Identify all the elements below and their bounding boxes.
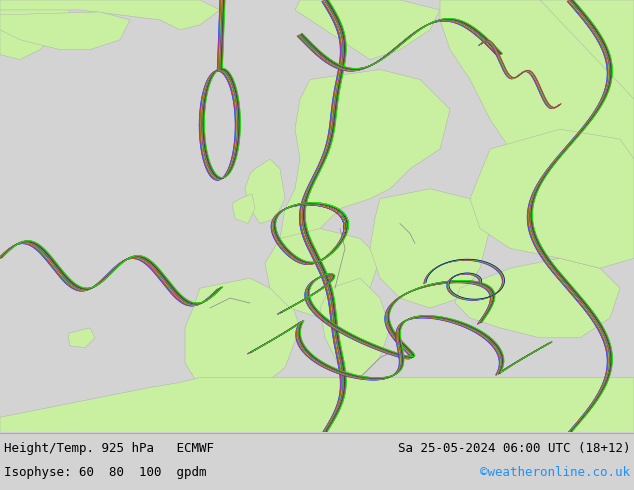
Text: Isophyse: 60  80  100  gpdm: Isophyse: 60 80 100 gpdm [4, 466, 207, 479]
Text: Height/Temp. 925 hPa   ECMWF: Height/Temp. 925 hPa ECMWF [4, 441, 214, 455]
Text: ©weatheronline.co.uk: ©weatheronline.co.uk [480, 466, 630, 479]
Text: Sa 25-05-2024 06:00 UTC (18+12): Sa 25-05-2024 06:00 UTC (18+12) [398, 441, 630, 455]
